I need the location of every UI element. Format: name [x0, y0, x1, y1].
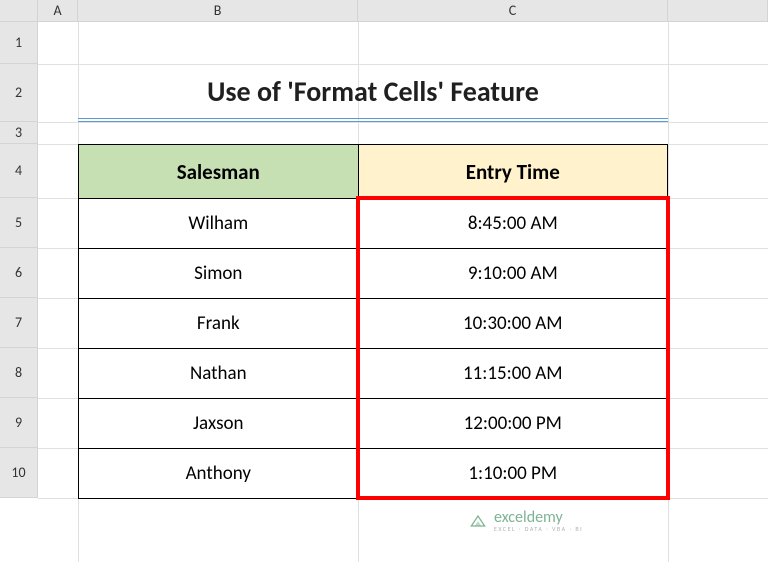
watermark: exceldemy EXCEL · DATA · VBA · BI	[468, 510, 583, 532]
page-title[interactable]: Use of 'Format Cells' Feature	[78, 64, 668, 122]
cell-salesman[interactable]: Frank	[79, 299, 359, 349]
table-row[interactable]: Frank 10:30:00 AM	[79, 299, 668, 349]
watermark-main: exceldemy	[494, 510, 583, 526]
row-header-2[interactable]: 2	[0, 64, 38, 122]
row-header-7[interactable]: 7	[0, 298, 38, 348]
cell-salesman[interactable]: Simon	[79, 249, 359, 299]
exceldemy-icon	[468, 511, 488, 531]
row-header-4[interactable]: 4	[0, 144, 38, 198]
select-all-corner[interactable]	[0, 0, 38, 21]
table-row[interactable]: Jaxson 12:00:00 PM	[79, 399, 668, 449]
table-row[interactable]: Nathan 11:15:00 AM	[79, 349, 668, 399]
cell-salesman[interactable]: Nathan	[79, 349, 359, 399]
row-header-9[interactable]: 9	[0, 398, 38, 448]
data-table: Salesman Entry Time Wilham 8:45:00 AM Si…	[78, 144, 668, 499]
row-header-1[interactable]: 1	[0, 22, 38, 64]
header-entry-time[interactable]: Entry Time	[358, 145, 667, 199]
cell-entry[interactable]: 10:30:00 AM	[358, 299, 667, 349]
header-salesman[interactable]: Salesman	[79, 145, 359, 199]
table-row[interactable]: Wilham 8:45:00 AM	[79, 199, 668, 249]
cell-entry[interactable]: 9:10:00 AM	[358, 249, 667, 299]
column-headers-row: A B C	[0, 0, 768, 22]
cell-entry[interactable]: 1:10:00 PM	[358, 449, 667, 499]
cell-salesman[interactable]: Jaxson	[79, 399, 359, 449]
cell-entry[interactable]: 11:15:00 AM	[358, 349, 667, 399]
page-title-text: Use of 'Format Cells' Feature	[207, 74, 539, 109]
row-header-5[interactable]: 5	[0, 198, 38, 248]
table-row[interactable]: Anthony 1:10:00 PM	[79, 449, 668, 499]
col-header-blank	[668, 0, 768, 21]
gridline-h	[38, 122, 768, 123]
row-header-6[interactable]: 6	[0, 248, 38, 298]
col-header-c[interactable]: C	[358, 0, 668, 21]
watermark-text: exceldemy EXCEL · DATA · VBA · BI	[494, 510, 583, 532]
spreadsheet-grid: A B C 1 2 3 4 5 6 7 8 9 10 Use of '	[0, 0, 768, 562]
cells-area[interactable]: Use of 'Format Cells' Feature Salesman E…	[38, 22, 768, 562]
cell-salesman[interactable]: Wilham	[79, 199, 359, 249]
row-header-8[interactable]: 8	[0, 348, 38, 398]
row-header-3[interactable]: 3	[0, 122, 38, 144]
row-header-10[interactable]: 10	[0, 448, 38, 498]
cell-salesman[interactable]: Anthony	[79, 449, 359, 499]
col-header-a[interactable]: A	[38, 0, 78, 21]
row-headers-col: 1 2 3 4 5 6 7 8 9 10	[0, 22, 38, 498]
table-row[interactable]: Simon 9:10:00 AM	[79, 249, 668, 299]
col-header-b[interactable]: B	[78, 0, 358, 21]
cell-entry[interactable]: 8:45:00 AM	[358, 199, 667, 249]
watermark-sub: EXCEL · DATA · VBA · BI	[494, 526, 583, 532]
cell-entry[interactable]: 12:00:00 PM	[358, 399, 667, 449]
gridline-v	[668, 22, 669, 562]
